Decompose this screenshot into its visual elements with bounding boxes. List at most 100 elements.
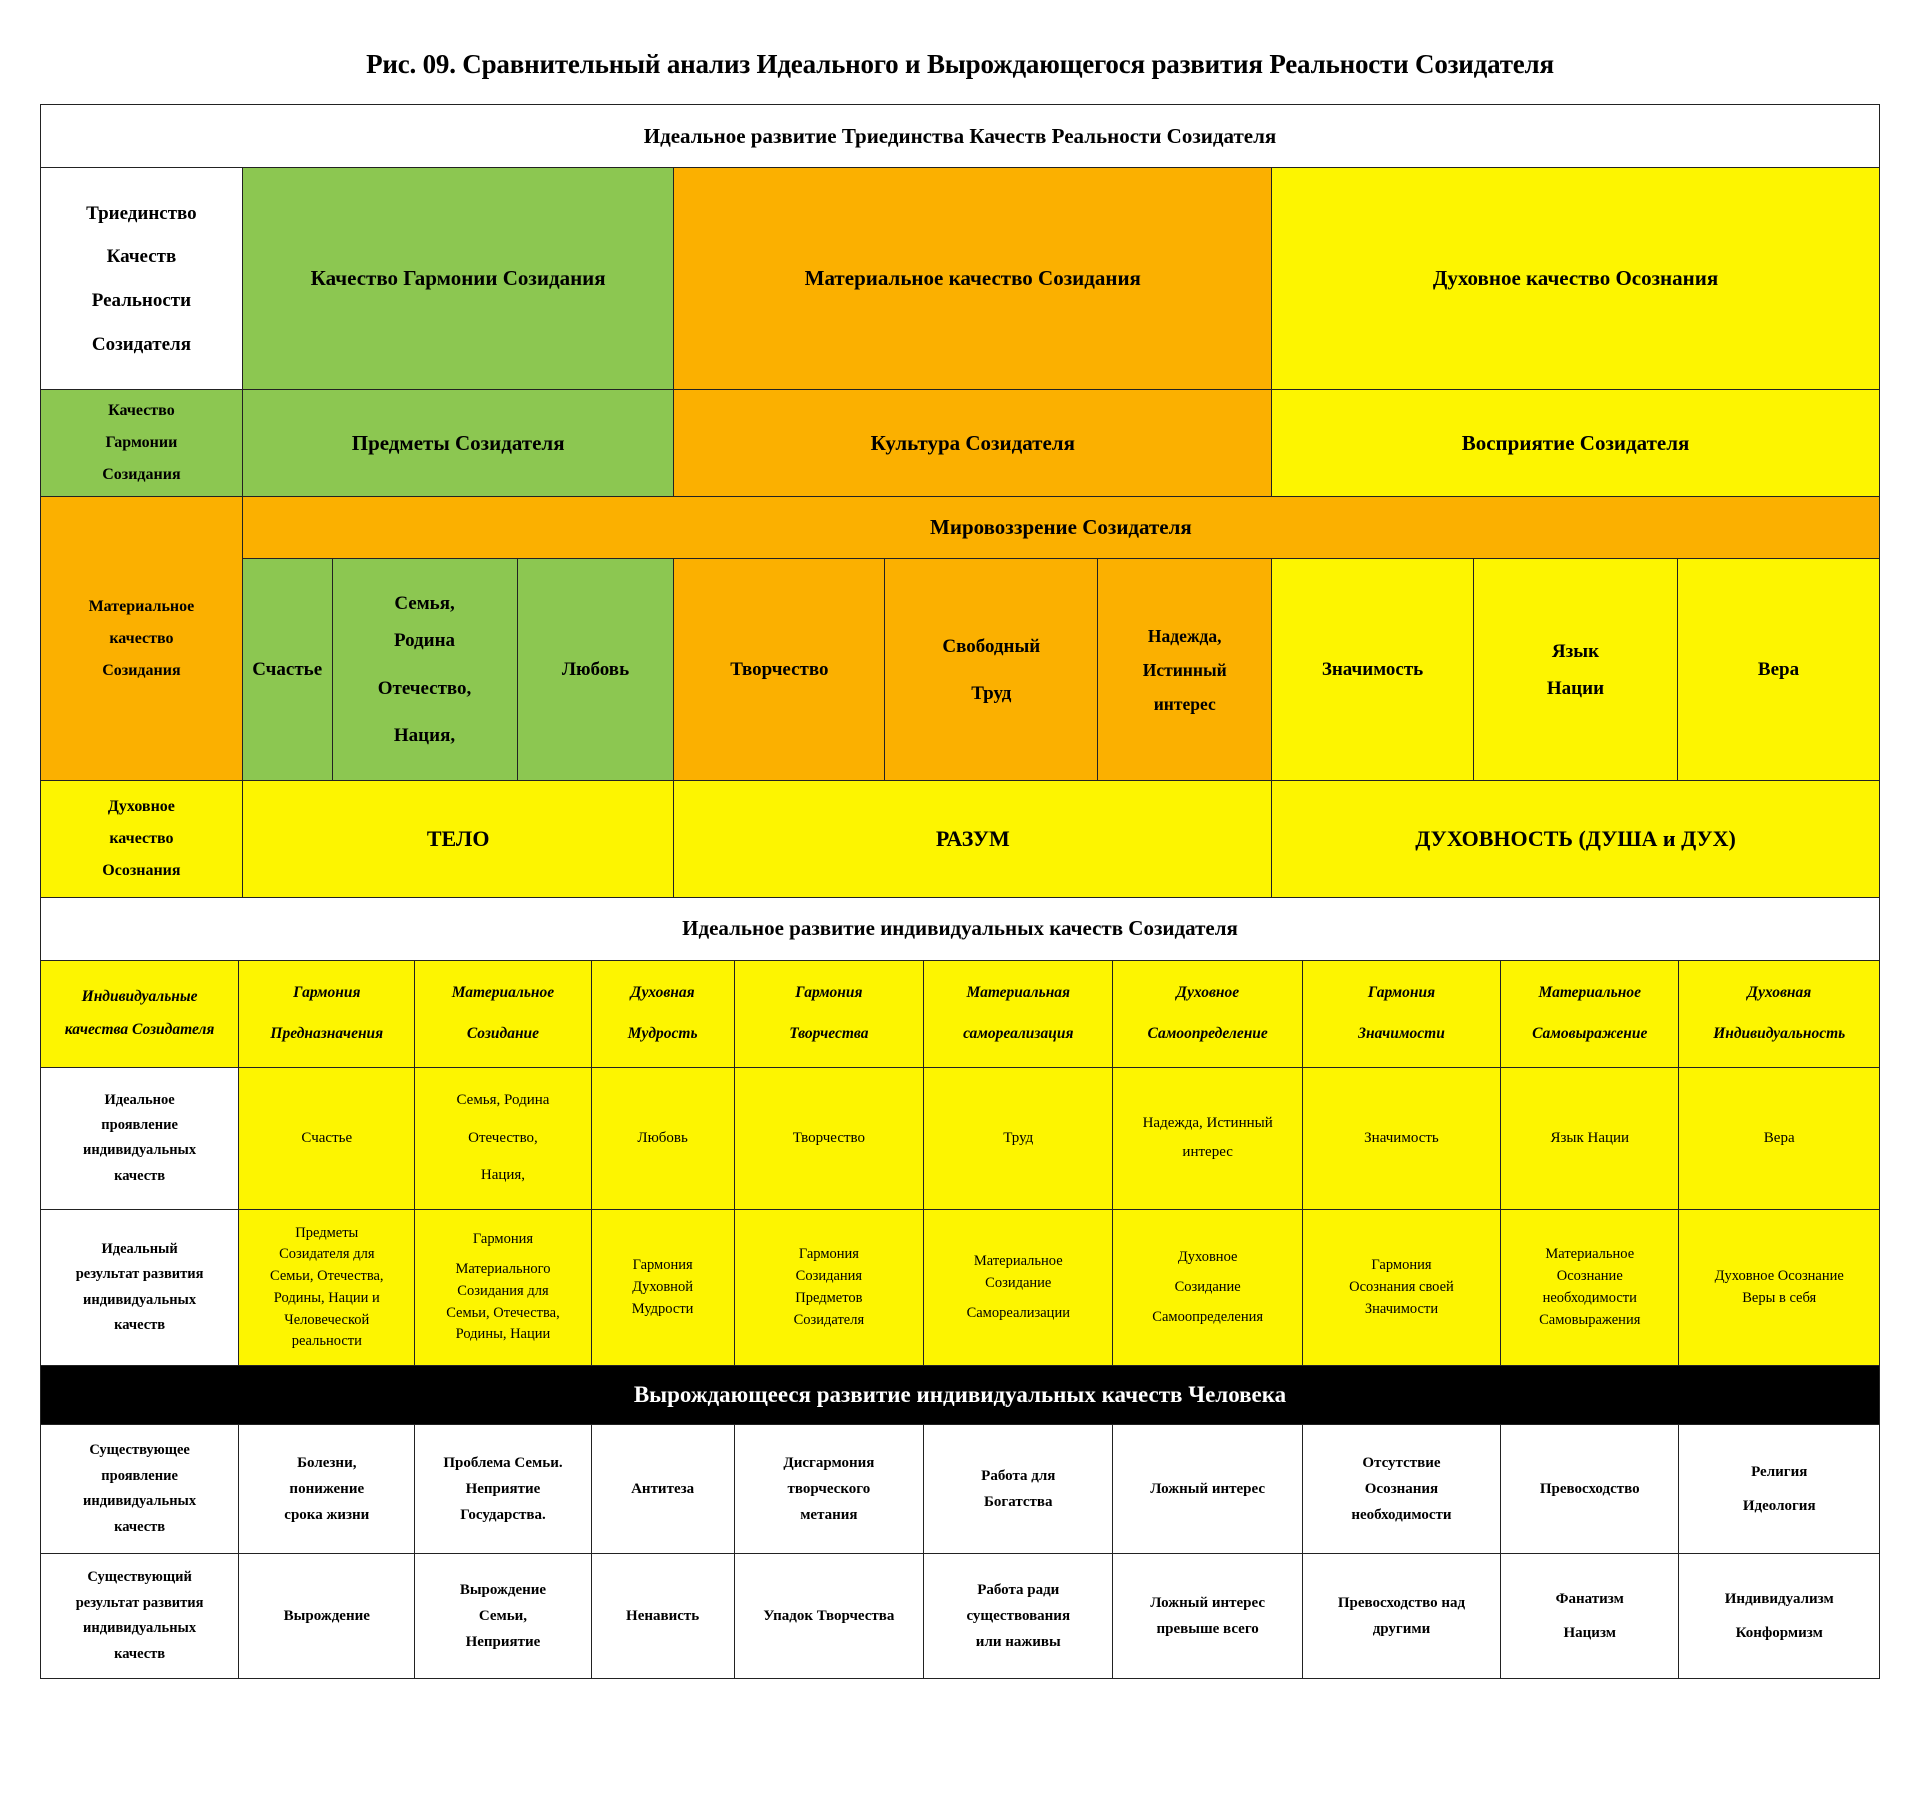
ideal-manifestation-cell: Язык Нации: [1500, 1066, 1680, 1210]
worldview-banner: Мировоззрение Созидателя: [241, 496, 1881, 560]
cell-line: другими: [1372, 1621, 1431, 1638]
cell-line: Надежда, Истинный: [1142, 1115, 1273, 1132]
label-line: Духовное: [1176, 983, 1240, 1001]
table-row: Идеальный результат развития индивидуаль…: [39, 1208, 1880, 1367]
cell-line: Гармония: [472, 1231, 534, 1248]
label-line: Существующее: [89, 1442, 190, 1459]
cell-line: Отсутствие: [1362, 1454, 1441, 1471]
cell-line: Семьи, Отечества,: [270, 1268, 384, 1285]
table-row: Качество Гармонии Созидания Предметы Соз…: [40, 389, 1880, 498]
existing-result-cell: Превосходство над другими: [1301, 1553, 1502, 1680]
label-line: Качество: [108, 402, 175, 420]
cell-line: Счастье: [252, 659, 323, 681]
label-line: результат развития: [75, 1594, 204, 1611]
label-line: Материальная: [966, 983, 1071, 1001]
existing-result-cell: Упадок Творчества: [733, 1553, 925, 1680]
col-header-spiritual-wisdom: Духовная Мудрость: [590, 959, 735, 1068]
label-line: Созидание: [466, 1025, 540, 1043]
cell-line: Ложный интерес: [1150, 1481, 1266, 1498]
cell-line: Язык: [1551, 640, 1600, 662]
existing-manifestation-cell: Ложный интерес: [1112, 1424, 1303, 1555]
worldview-cell-love: Любовь: [516, 558, 675, 782]
label-line: Духовная: [630, 983, 695, 1001]
cell-line: Вера: [1763, 1129, 1795, 1146]
cell-line: Осознание: [1556, 1268, 1623, 1285]
label-line: Идеальный: [101, 1241, 178, 1258]
row-label-ideal-manifestation: Идеальное проявление индивидуальных каче…: [39, 1066, 240, 1210]
cell-line: Нация,: [480, 1167, 526, 1184]
cell-line: Гармония: [1371, 1257, 1432, 1274]
label-line: проявление: [101, 1467, 178, 1484]
existing-manifestation-cell: Антитеза: [590, 1424, 735, 1555]
label-line: Мудрость: [627, 1025, 698, 1043]
ideal-result-cell: Гармония Осознания своей Значимости: [1301, 1208, 1502, 1367]
label-line: индивидуальных: [83, 1142, 197, 1159]
label-line: индивидуальных: [83, 1620, 197, 1637]
ideal-manifestation-cell: Надежда, Истинный интерес: [1112, 1066, 1303, 1210]
cell-line: Индивидуализм: [1724, 1590, 1834, 1607]
cell-line: Созидания: [795, 1268, 863, 1285]
ideal-manifestation-cell: Значимость: [1301, 1066, 1502, 1210]
degenerating-table: Вырождающееся развитие индивидуальных ка…: [39, 1365, 1880, 1680]
ideal-manifestation-cell: Вера: [1678, 1066, 1880, 1210]
label-line: Гармонии: [105, 434, 178, 452]
label-line: Существующий: [87, 1569, 192, 1586]
cell-line: Болезни,: [297, 1454, 357, 1471]
worldview-cell-significance: Значимость: [1271, 558, 1474, 782]
cell-line: Отечество,: [377, 677, 472, 699]
label-line: Идеальное: [104, 1091, 175, 1108]
cell-line: Вырождение: [459, 1581, 547, 1598]
existing-manifestation-cell: Отсутствие Осознания необходимости: [1301, 1424, 1502, 1555]
label-line: индивидуальных: [83, 1493, 197, 1510]
label-line: качество: [109, 629, 174, 647]
triunity-col-spiritual: Духовное качество Осознания: [1271, 167, 1880, 391]
existing-manifestation-cell: Дисгармония творческого метания: [733, 1424, 925, 1555]
existing-result-cell: Ложный интерес превыше всего: [1112, 1553, 1303, 1680]
cell-line: Конформизм: [1735, 1625, 1823, 1642]
cell-line: Идеология: [1742, 1498, 1816, 1515]
cell-line: Антитеза: [631, 1481, 695, 1498]
row-label-existing-manifestation: Существующее проявление индивидуальных к…: [39, 1424, 240, 1555]
row-label-individual-qualities: Индивидуальные качества Созидателя: [39, 959, 240, 1068]
spiritual-cell-mind: РАЗУМ: [673, 780, 1273, 899]
page-title: Рис. 09. Сравнительный анализ Идеального…: [366, 49, 1554, 79]
table-row: Идеальное проявление индивидуальных каче…: [39, 1066, 1880, 1210]
cell-line: Созидателя: [793, 1311, 865, 1328]
label-line: Творчества: [789, 1025, 869, 1043]
table-row: Духовное качество Осознания ТЕЛО РАЗУМ Д…: [40, 780, 1880, 899]
cell-line: Предметы: [295, 1224, 359, 1241]
label-line: Триединство: [86, 202, 197, 224]
col-header-spiritual-selfdetermination: Духовное Самоопределение: [1112, 959, 1303, 1068]
cell-line: интерес: [1153, 693, 1216, 714]
cell-line: Гармония: [632, 1257, 693, 1274]
table-row: Триединство Качеств Реальности Созидател…: [40, 167, 1880, 391]
cell-line: Ложный интерес: [1150, 1594, 1266, 1611]
cell-line: Дисгармония: [783, 1454, 875, 1471]
spiritual-cell-body: ТЕЛО: [241, 780, 675, 899]
row-label-existing-result: Существующий результат развития индивиду…: [39, 1553, 240, 1680]
col-header-material-creation: Материальное Созидание: [414, 959, 592, 1068]
label-line: Материальное: [88, 597, 195, 615]
cell-line: Вырождение: [283, 1608, 370, 1625]
cell-line: метания: [800, 1507, 858, 1524]
harmony-cell-objects: Предметы Созидателя: [241, 389, 675, 498]
section-banner-top: Идеальное развитие Триединства Качеств Р…: [40, 104, 1880, 169]
existing-result-cell: Фанатизм Нацизм: [1500, 1553, 1680, 1680]
cell-line: реальности: [291, 1333, 362, 1350]
cell-line: необходимости: [1542, 1289, 1637, 1306]
cell-line: Семьи, Отечества,: [446, 1304, 560, 1321]
cell-line: Духовной: [632, 1278, 693, 1295]
worldview-cell-family: Семья, Родина Отечество, Нация,: [331, 558, 518, 782]
existing-manifestation-cell: Превосходство: [1500, 1424, 1680, 1555]
cell-line: Истинный: [1142, 659, 1227, 680]
label-line: Материальное: [451, 983, 555, 1001]
row-label-triunity: Триединство Качеств Реальности Созидател…: [40, 167, 243, 391]
label-line: Качеств: [106, 246, 177, 268]
col-header-material-selfexpression: Материальное Самовыражение: [1500, 959, 1680, 1068]
cell-line: Значимость: [1364, 1129, 1439, 1146]
worldview-cell-happiness: Счастье: [241, 558, 333, 782]
label-line: Духовное: [107, 798, 175, 816]
ideal-result-cell: Духовное Осознание Веры в себя: [1678, 1208, 1880, 1367]
cell-line: Религия: [1751, 1463, 1808, 1480]
